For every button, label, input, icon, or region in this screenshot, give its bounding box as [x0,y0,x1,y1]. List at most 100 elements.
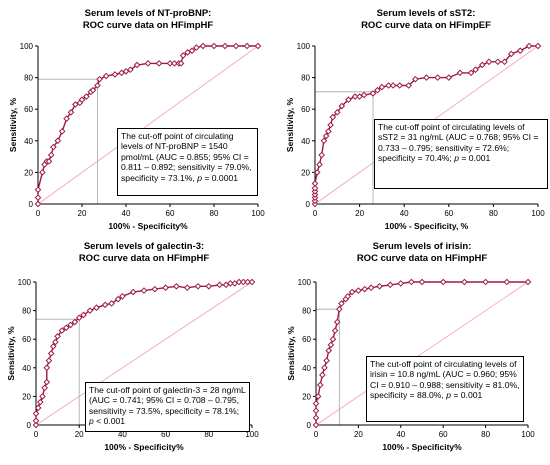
roc-point [118,69,125,77]
roc-point [32,417,40,425]
annotation-text: specificity = 78.1%; [165,405,240,416]
annotation-text: pmol/mL (AUC = 0.855; 95% CI [121,151,242,162]
roc-point [54,333,61,340]
roc-point [378,83,386,91]
roc-point [54,137,62,145]
roc-point [485,58,493,66]
roc-point [244,278,251,286]
roc-point [171,60,178,67]
roc-point [39,169,46,176]
roc-point [467,69,475,77]
annotation-text: 0.708 – 0.795, sensitivity = 73.5%, [89,395,240,416]
roc-point [162,284,169,292]
roc-point [177,60,185,67]
y-tick-label: 100 [298,278,312,287]
roc-point [32,410,40,417]
y-axis-label: Sensitivity, % [8,97,18,152]
roc-point [58,327,66,334]
roc-point [472,66,479,74]
x-tick-label: 80 [489,209,498,218]
y-tick-label: 0 [29,200,34,209]
roc-point [108,300,115,307]
y-tick-label: 100 [18,278,32,287]
roc-point [338,102,346,110]
y-tick-label: 20 [301,168,310,177]
roc-point [333,109,341,116]
x-axis-label: 100% - Specificity% [382,442,462,452]
roc-point [173,282,180,290]
annotation-text: 0.768; 95% CI = 0.733 – 0.795; [378,132,539,153]
roc-point [320,137,328,145]
roc-point [501,58,508,66]
roc-point [321,364,328,372]
x-tick-label: 100 [531,209,545,218]
roc-point [83,93,90,100]
annotation-text: sensitivity = 81.0%, specificity = [370,379,520,401]
roc-point [319,371,326,379]
reference-diagonal [37,45,259,205]
roc-point [525,42,533,50]
y-axis-label: Sensitivity, % [6,326,16,381]
x-tick-label: 20 [75,430,84,439]
y-tick-label: 20 [22,392,31,401]
y-tick-label: 20 [302,392,311,401]
roc-point [144,60,152,67]
roc-point [194,282,202,290]
annotation-text: The cut-off point of circulating [121,131,234,141]
x-tick-label: 0 [36,209,41,218]
roc-point [232,42,240,50]
roc-point [47,151,55,159]
roc-point [503,278,511,286]
roc-point [385,82,392,89]
annotation-text: = 0.001 [458,153,491,164]
roc-point [155,60,163,67]
roc-point [376,282,383,290]
annotation-text: = 0.811 – 0.892; sensitivity = [121,151,249,173]
roc-point [386,281,394,289]
roc-point [127,66,134,74]
roc-point [351,93,359,100]
roc-point [434,74,441,81]
roc-point [67,109,75,116]
roc-point [327,121,334,129]
roc-point [478,61,486,69]
cutoff-annotation-box: The cut-off point of galectin-3 = 28 ng/… [85,382,250,432]
roc-point [50,143,57,151]
x-tick-label: 100 [521,430,535,439]
roc-point [78,96,86,104]
x-tick-label: 20 [354,430,363,439]
roc-point [312,421,320,429]
x-tick-label: 80 [481,430,490,439]
y-tick-label: 0 [306,200,311,209]
x-tick-label: 60 [439,430,448,439]
roc-point [43,378,51,386]
reference-diagonal [35,281,253,426]
y-tick-label: 60 [301,105,310,114]
annotation-text: The cut-off point of circulating [370,359,483,369]
cutoff-annotation-box: The cut-off point of circulating levels … [117,128,258,196]
x-axis-label: 100% - Specificity% [108,221,188,231]
y-tick-label: 60 [22,335,31,344]
annotation-text: = 0.960; 95% CI = 0.910 – 0.988; [370,369,517,390]
roc-point [397,280,405,287]
y-axis-label: Sensitivity, % [286,326,296,381]
roc-point [494,58,502,66]
roc-point [534,42,542,50]
roc-point [344,292,352,300]
roc-point [396,82,404,89]
roc-point [34,186,42,194]
y-tick-label: 0 [27,421,32,430]
x-axis-label: 100% - Specificity, % [385,221,469,231]
annotation-text: 79.0%, specificity = 73.1%, [121,162,252,183]
roc-panel-3: Serum levels of galectin-3:ROC curve dat… [6,241,259,452]
roc-point [338,300,345,307]
annotation-text: The cut-off point of circulating [378,122,491,132]
roc-point [34,194,42,201]
roc-point [188,47,196,55]
roc-point [102,72,110,80]
roc-point [361,285,369,293]
y-tick-label: 40 [24,137,33,146]
roc-point [369,90,377,97]
roc-point [482,278,489,286]
